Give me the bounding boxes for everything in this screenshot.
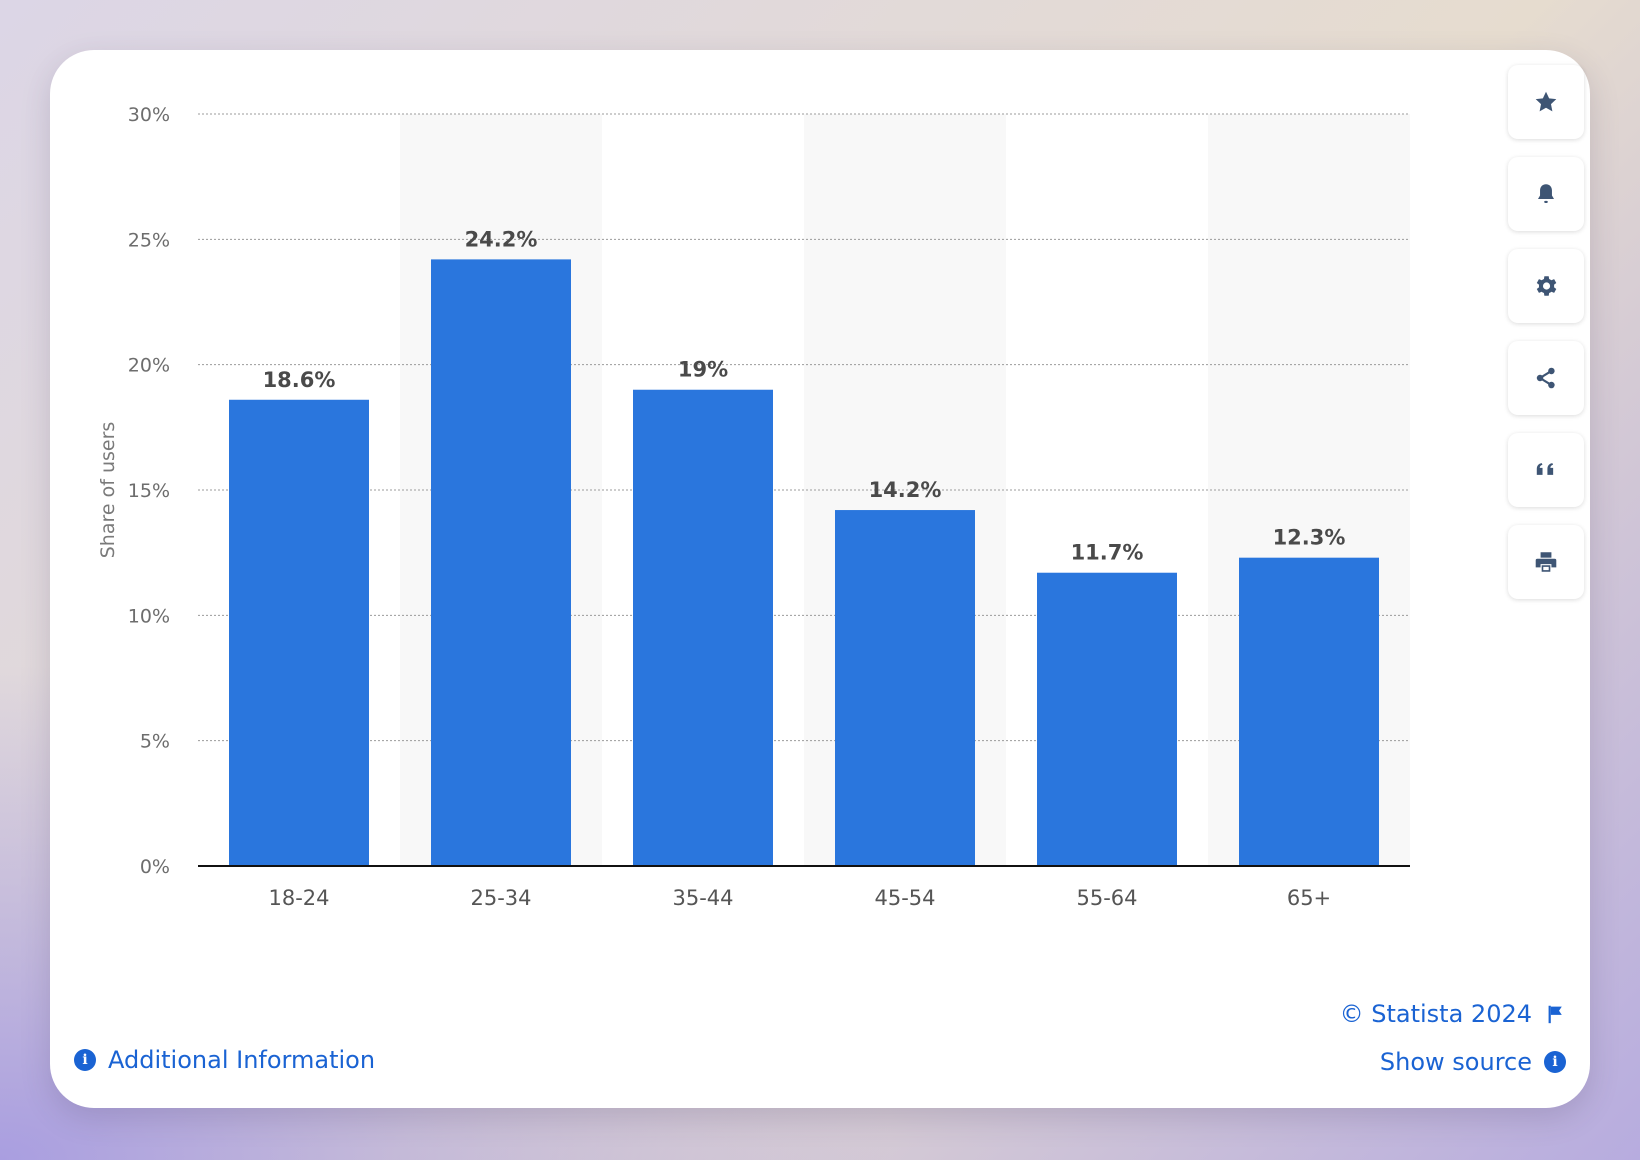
additional-information-link[interactable]: i Additional Information (74, 1046, 375, 1074)
bar (633, 389, 773, 866)
value-label: 14.2% (869, 478, 942, 502)
chart-toolbar (1508, 65, 1584, 617)
quote-icon (1536, 463, 1554, 475)
share-icon (1536, 367, 1555, 389)
copyright-label: © Statista 2024 (1339, 1000, 1532, 1028)
y-tick-label: 15% (128, 480, 170, 502)
additional-information-label: Additional Information (108, 1046, 376, 1074)
show-source-link[interactable]: Show source i (1380, 1048, 1566, 1076)
x-tick-label: 55-64 (1076, 886, 1137, 910)
value-label: 11.7% (1071, 541, 1144, 565)
share-button[interactable] (1508, 341, 1584, 415)
chart-card: 0% 5% 10% 15% 20% 25% 30% Share of users 18.6% 18… (50, 50, 1590, 1108)
value-label: 24.2% (465, 227, 538, 251)
bar (835, 510, 975, 866)
bar-chart: 0% 5% 10% 15% 20% 25% 30% Share of users 18.6% 18… (97, 104, 1410, 910)
x-tick-label: 25-34 (470, 886, 531, 910)
print-icon (1535, 552, 1557, 572)
show-source-label: Show source (1379, 1048, 1532, 1076)
y-tick-label: 10% (128, 605, 170, 627)
gear-icon (1536, 276, 1557, 296)
chart-area: 0% 5% 10% 15% 20% 25% 30% Share of users 18.6% 18… (50, 50, 1550, 1050)
info-icon: i (74, 1049, 96, 1071)
value-label: 18.6% (263, 368, 336, 392)
print-button[interactable] (1508, 525, 1584, 599)
y-tick-label: 20% (128, 355, 170, 377)
bell-icon (1537, 184, 1555, 203)
y-axis-label: Share of users (97, 422, 119, 559)
bar (1037, 572, 1177, 866)
x-tick-label: 18-24 (268, 886, 329, 910)
notification-button[interactable] (1508, 157, 1584, 231)
x-tick-label: 65+ (1287, 886, 1331, 910)
favorite-button[interactable] (1508, 65, 1584, 139)
bar (1239, 557, 1379, 866)
bar (229, 399, 369, 866)
y-tick-label: 30% (128, 104, 170, 126)
star-icon (1535, 91, 1557, 112)
value-label: 12.3% (1273, 526, 1346, 550)
cite-button[interactable] (1508, 433, 1584, 507)
x-tick-label: 35-44 (672, 886, 733, 910)
copyright-link[interactable]: © Statista 2024 (1340, 1000, 1566, 1028)
settings-button[interactable] (1508, 249, 1584, 323)
y-tick-label: 0% (140, 856, 170, 878)
info-icon: i (1544, 1051, 1566, 1073)
x-tick-label: 45-54 (874, 886, 935, 910)
y-tick-label: 25% (128, 229, 170, 251)
flag-icon (1548, 1005, 1562, 1024)
value-label: 19% (678, 358, 728, 382)
bar (431, 259, 571, 866)
y-tick-label: 5% (140, 731, 170, 753)
